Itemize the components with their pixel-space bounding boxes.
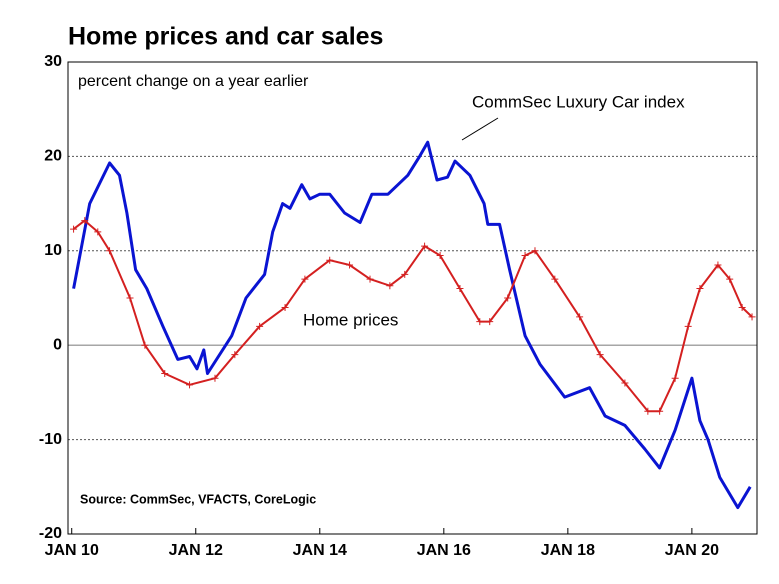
point-marker bbox=[504, 294, 512, 302]
point-marker bbox=[161, 370, 169, 378]
series-line bbox=[72, 140, 752, 510]
annotation-leader bbox=[461, 117, 499, 141]
y-tick-label: -20 bbox=[39, 525, 62, 542]
x-tick-label: JAN 14 bbox=[293, 542, 347, 559]
point-marker bbox=[326, 256, 334, 264]
point-marker bbox=[70, 225, 78, 233]
point-marker bbox=[521, 252, 529, 260]
point-marker bbox=[656, 407, 664, 415]
point-marker bbox=[256, 322, 264, 330]
point-marker bbox=[211, 374, 219, 382]
y-tick-label: 0 bbox=[53, 336, 62, 353]
point-marker bbox=[281, 303, 289, 311]
x-tick-label: JAN 16 bbox=[417, 542, 471, 559]
point-marker bbox=[386, 282, 394, 290]
source-note: Source: CommSec, VFACTS, CoreLogic bbox=[80, 492, 316, 506]
y-tick-label: 30 bbox=[44, 53, 62, 70]
x-tick-label: JAN 10 bbox=[45, 542, 99, 559]
point-marker bbox=[684, 322, 692, 330]
point-marker bbox=[531, 247, 539, 255]
point-marker bbox=[621, 379, 629, 387]
point-marker bbox=[106, 247, 114, 255]
point-marker bbox=[186, 381, 194, 389]
point-marker bbox=[551, 275, 559, 283]
point-marker bbox=[126, 294, 134, 302]
point-marker bbox=[748, 313, 756, 321]
point-marker bbox=[696, 285, 704, 293]
x-tick-label: JAN 20 bbox=[665, 542, 719, 559]
point-marker bbox=[141, 341, 149, 349]
point-marker bbox=[231, 351, 239, 359]
point-marker bbox=[456, 285, 464, 293]
x-tick-label: JAN 12 bbox=[169, 542, 223, 559]
y-tick-label: 20 bbox=[44, 148, 62, 165]
chart-subtitle: percent change on a year earlier bbox=[78, 73, 309, 90]
point-marker bbox=[576, 313, 584, 321]
plot-frame bbox=[67, 61, 758, 535]
chart-title: Home prices and car sales bbox=[68, 23, 383, 51]
point-marker bbox=[94, 228, 102, 236]
point-marker bbox=[346, 261, 354, 269]
point-marker bbox=[436, 252, 444, 260]
series-label: CommSec Luxury Car index bbox=[472, 92, 685, 111]
point-marker bbox=[476, 318, 484, 326]
point-marker bbox=[644, 407, 652, 415]
point-marker bbox=[81, 217, 89, 225]
point-marker bbox=[486, 318, 494, 326]
series-line bbox=[72, 219, 753, 413]
point-marker bbox=[738, 303, 746, 311]
point-marker bbox=[596, 351, 604, 359]
point-marker bbox=[421, 242, 429, 250]
point-marker bbox=[301, 275, 309, 283]
y-tick-label: -10 bbox=[39, 431, 62, 448]
point-marker bbox=[366, 275, 374, 283]
point-marker bbox=[401, 270, 409, 278]
series-label: Home prices bbox=[303, 310, 398, 329]
x-tick-label: JAN 18 bbox=[541, 542, 595, 559]
y-tick-label: 10 bbox=[44, 242, 62, 259]
point-marker bbox=[726, 275, 734, 283]
point-marker bbox=[714, 261, 722, 269]
point-marker bbox=[671, 374, 679, 382]
